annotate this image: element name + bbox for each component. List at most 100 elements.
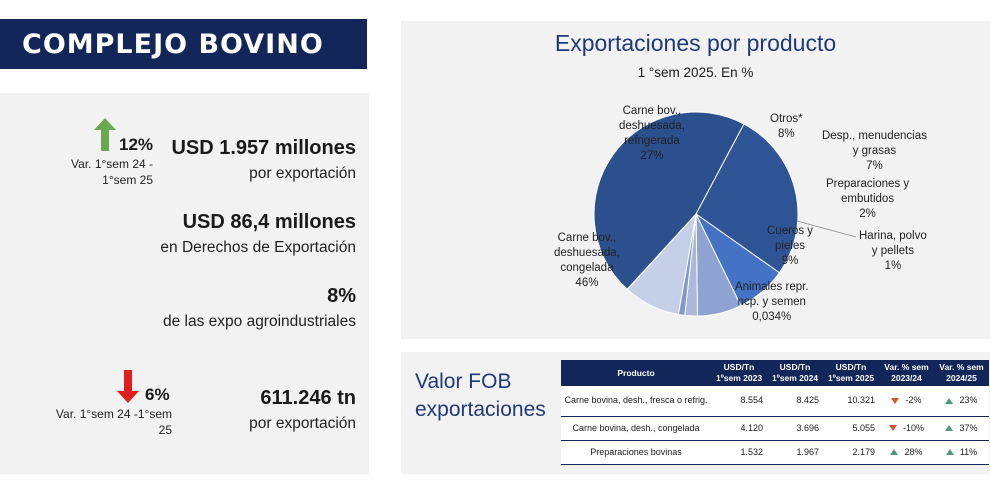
col-header-text: Var. % sem: [939, 362, 984, 372]
cell-value: 8.425: [796, 395, 819, 406]
cell-value: 4.120: [740, 422, 763, 433]
col-header-text: 1ºsem 2024: [771, 373, 819, 383]
slice-label-line: Carne bov.,: [557, 232, 617, 244]
slice-label-line: y pellets: [871, 245, 914, 257]
cell-value: Carne bovina, desh., fresca o refrig.: [564, 395, 708, 406]
slice-label-line: y grasas: [852, 145, 897, 157]
cell-usd-2025: 2.179: [823, 440, 879, 465]
pie-slice: [695, 123, 799, 274]
cell-value: 8.554: [740, 395, 763, 406]
col-header-text: USD/Tn: [835, 362, 867, 372]
export-value-label: por exportación: [249, 165, 356, 182]
slice-label-pct: 9%: [781, 255, 799, 267]
leader-line: [796, 220, 857, 238]
cell-usd-2023: 1.532: [711, 440, 767, 465]
chart-subtitle: 1 °sem 2025. En %: [637, 65, 754, 80]
pie-chart: [593, 111, 857, 317]
share-label: de las expo agroindustriales: [162, 313, 356, 330]
cell-usd-2024: 3.696: [767, 416, 823, 441]
volume-var-label-line1: Var. 1°sem 24 -1°sem: [55, 407, 172, 421]
slice-label-line: ncp. y semen: [737, 296, 806, 308]
slice-label-carne-refrigerada: Carne bov., deshuesada, refrigerada 27%: [619, 104, 685, 164]
pie-slice: [593, 111, 745, 290]
cell-value: -2%: [905, 395, 922, 406]
cell-value: 11%: [959, 446, 978, 457]
col-header-2023: USD/Tn 1ºsem 2023: [711, 360, 767, 386]
cell-value: 37%: [959, 422, 978, 433]
col-header-producto: Producto: [561, 360, 711, 386]
slice-label-pct: 2%: [859, 208, 876, 220]
cell-value: Carne bovina, desh., congelada: [572, 422, 700, 433]
slice-label-line: deshuesada,: [619, 120, 685, 132]
col-header-text: 2024/25: [946, 373, 977, 383]
triangle-down-icon: [888, 425, 897, 432]
triangle-up-icon: [945, 449, 954, 456]
pie-chart-panel: Exportaciones por producto 1 °sem 2025. …: [401, 21, 990, 339]
slice-label-line: pieles: [774, 240, 806, 252]
col-header-2025: USD/Tn 1ºsem 2025: [823, 360, 879, 386]
slice-label-pct: 27%: [640, 150, 664, 162]
fob-title: Valor FOB exportaciones: [415, 368, 546, 424]
col-header-text: USD/Tn: [723, 362, 755, 372]
cell-var-2324: -10%: [879, 416, 934, 441]
triangle-down-icon: [891, 397, 900, 404]
chart-title: Exportaciones por producto: [554, 30, 837, 56]
slice-label-line: congelada: [560, 262, 614, 274]
cell-value: -10%: [902, 422, 924, 433]
triangle-up-icon: [945, 397, 954, 404]
cell-var-2425: 23%: [934, 386, 989, 417]
cell-value: 2.179: [852, 446, 875, 457]
stats-panel: 12% Var. 1°sem 24 - 1°sem 25 USD 1.957 m…: [0, 93, 369, 474]
slice-label-pct: 1%: [884, 260, 902, 272]
volume-var-label-line2: 25: [158, 423, 172, 437]
col-header-var-2425: Var. % sem 2024/25: [934, 360, 989, 386]
table-row: Carne bovina, desh., congelada 4.120 3.696…: [561, 416, 989, 441]
cell-value: 5.055: [852, 422, 875, 433]
share-amount: 8%: [327, 285, 356, 307]
export-value-amount: USD 1.957 millones: [171, 137, 356, 159]
cell-usd-2024: 8.425: [767, 386, 823, 417]
col-header-text: 1ºsem 2023: [715, 373, 763, 383]
cell-usd-2025: 5.055: [823, 416, 879, 441]
slice-label-line: Carne bov.,: [622, 105, 682, 117]
volume-label: por exportación: [249, 415, 356, 432]
arrow-down-icon: [117, 370, 139, 403]
slice-label-pct: 46%: [575, 277, 599, 289]
slice-label-preparaciones: Preparaciones y embutidos 2%: [826, 177, 909, 222]
cell-usd-2023: 8.554: [711, 386, 767, 417]
slice-label-line: Animales repr.: [735, 281, 809, 293]
col-header-var-2324: Var. % sem 2023/24: [879, 360, 934, 386]
col-header-text: Var. % sem: [884, 362, 929, 372]
cell-value: 28%: [904, 446, 923, 457]
fob-title-line2: exportaciones: [415, 398, 546, 421]
slice-label-pct: 0,034%: [752, 311, 792, 323]
slice-label-line: Desp., menudencias: [822, 130, 927, 142]
fob-table: Producto USD/Tn 1ºsem 2023 USD/Tn 1ºsem 20…: [561, 360, 989, 465]
triangle-up-icon: [945, 425, 954, 432]
export-value-var-label: Var. 1°sem 24 - 1°sem 25: [71, 156, 153, 188]
export-value-var-label-line2: 1°sem 25: [102, 173, 153, 187]
cell-value: 23%: [959, 395, 978, 406]
slice-label-line: deshuesada,: [554, 247, 620, 259]
col-header-2024: USD/Tn 1ºsem 2024: [767, 360, 823, 386]
col-header-text: 1ºsem 2025: [827, 373, 875, 383]
cell-var-2425: 37%: [934, 416, 989, 441]
cell-product: Carne bovina, desh., fresca o refrig.: [561, 386, 711, 417]
export-value-var-pct: 12%: [119, 135, 154, 154]
cell-product: Carne bovina, desh., congelada: [561, 416, 711, 441]
duties-label: en Derechos de Exportación: [160, 239, 356, 256]
slice-label-line: Preparaciones y: [826, 178, 910, 190]
fob-panel: Valor FOB exportaciones Producto USD/Tn 1…: [401, 352, 990, 474]
col-header-text: USD/Tn: [779, 362, 811, 372]
export-value-var-label-line1: Var. 1°sem 24 -: [71, 157, 153, 171]
slice-label-line: embutidos: [841, 193, 895, 205]
cell-value: 1.967: [796, 446, 819, 457]
slice-label-harina: Harina, polvo y pellets 1%: [859, 229, 927, 274]
volume-var-label: Var. 1°sem 24 -1°sem 25: [56, 406, 172, 438]
duties-amount: USD 86,4 millones: [182, 211, 356, 233]
cell-usd-2025: 10.321: [823, 386, 879, 417]
arrow-up-icon: [94, 118, 116, 151]
cell-var-2425: 11%: [934, 440, 989, 465]
page-title: COMPLEJO BOVINO: [0, 19, 367, 69]
slice-label-pct: 8%: [777, 128, 795, 140]
